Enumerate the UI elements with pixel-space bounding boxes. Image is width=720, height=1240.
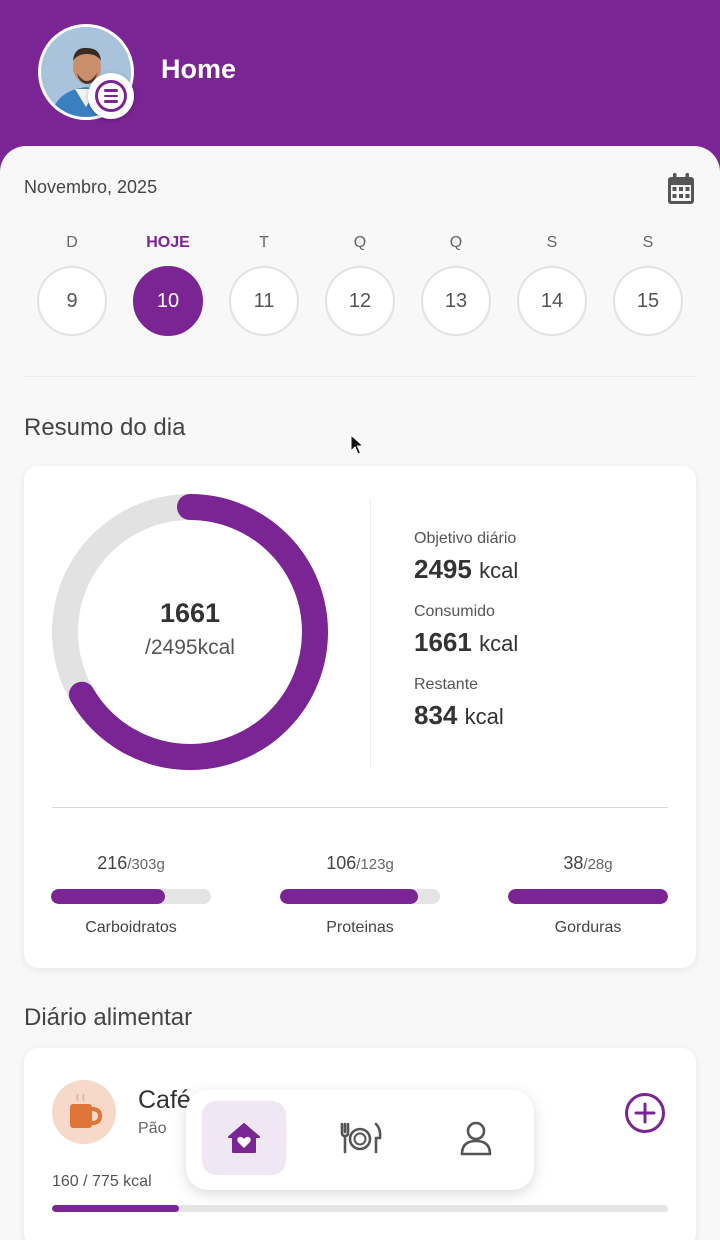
day-button-selected[interactable]: 10 (133, 266, 203, 336)
calendar-icon[interactable] (667, 173, 695, 205)
day-button[interactable]: 9 (37, 266, 107, 336)
menu-button[interactable] (88, 73, 134, 119)
weekday-label: S (546, 234, 558, 251)
macro-name-carbs: Carboidratos (85, 919, 177, 936)
macro-bar-fat (508, 889, 668, 904)
menu-icon (95, 80, 127, 112)
macro-value-protein: 106/123g (326, 853, 394, 873)
meal-progress-bar (52, 1205, 668, 1212)
summary-title: Resumo do dia (24, 414, 186, 441)
coffee-mug-icon (52, 1080, 116, 1144)
nav-home[interactable] (202, 1101, 286, 1175)
donut-consumed-value: 1661 (159, 598, 221, 628)
remaining-label: Restante (414, 676, 479, 693)
consumed-value: 1661 kcal (414, 627, 519, 657)
calorie-donut (52, 494, 328, 770)
day-button[interactable]: 15 (613, 266, 683, 336)
remaining-value: 834 kcal (414, 700, 504, 730)
nav-meals[interactable] (318, 1101, 402, 1175)
diary-title: Diário alimentar (24, 1004, 193, 1031)
cutlery-plate-icon (340, 1122, 382, 1154)
consumed-label: Consumido (414, 603, 495, 620)
macro-bar-protein (280, 889, 440, 904)
meal-items: Pão (138, 1120, 167, 1137)
day-button[interactable]: 12 (325, 266, 395, 336)
goal-label: Objetivo diário (414, 530, 517, 547)
donut-progress (52, 494, 328, 770)
vertical-divider (370, 498, 371, 768)
macro-bar-carbs (51, 889, 211, 904)
day-button[interactable]: 14 (517, 266, 587, 336)
donut-goal-text: /2495kcal (145, 636, 235, 659)
macro-value-carbs: 216/303g (97, 853, 165, 873)
plus-circle-icon[interactable] (624, 1092, 666, 1134)
person-icon (460, 1121, 492, 1156)
divider (52, 807, 668, 808)
weekday-label-today: HOJE (146, 234, 190, 251)
weekday-label: D (66, 234, 78, 251)
macro-name-protein: Proteinas (326, 919, 394, 936)
day-button[interactable]: 11 (229, 266, 299, 336)
day-button[interactable]: 13 (421, 266, 491, 336)
page-title: Home (161, 54, 237, 84)
meal-kcal: 160 / 775 kcal (52, 1173, 152, 1190)
divider (24, 376, 696, 377)
macro-value-fat: 38/28g (563, 853, 613, 873)
meal-name: Café (138, 1086, 191, 1114)
weekday-label: S (642, 234, 654, 251)
nav-profile[interactable] (434, 1101, 518, 1175)
summary-card (24, 466, 696, 968)
month-label: Novembro, 2025 (24, 177, 158, 197)
mouse-cursor-icon (350, 434, 365, 455)
home-heart-icon (228, 1123, 260, 1153)
goal-value: 2495 kcal (414, 554, 519, 584)
weekday-label: T (259, 234, 269, 251)
weekday-label: Q (353, 234, 367, 251)
macro-name-fat: Gorduras (554, 919, 622, 936)
weekday-label: Q (449, 234, 463, 251)
